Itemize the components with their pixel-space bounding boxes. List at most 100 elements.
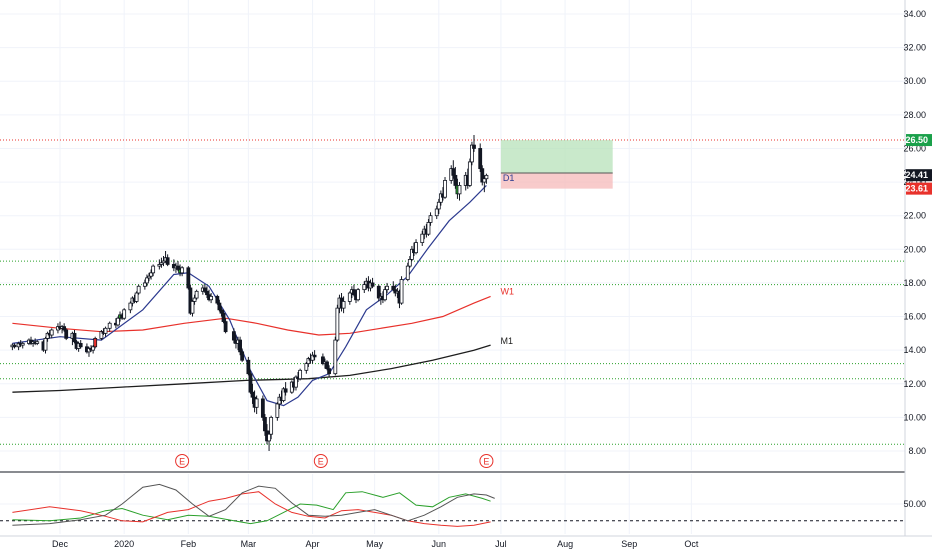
- candle: [238, 336, 242, 356]
- candle-body: [281, 388, 286, 401]
- candle: [472, 135, 476, 152]
- price-tick-label: 30.00: [903, 76, 926, 86]
- candle-body: [165, 257, 170, 265]
- candle-body: [20, 343, 25, 346]
- candle: [49, 328, 54, 339]
- candle-body: [391, 285, 396, 291]
- price-tick-label: 26.00: [903, 143, 926, 153]
- candle-body: [428, 215, 433, 223]
- earnings-marker[interactable]: E: [479, 454, 494, 468]
- candle: [420, 230, 425, 246]
- candle: [327, 365, 332, 378]
- candle: [294, 375, 298, 391]
- candle-body: [436, 201, 441, 210]
- time-axis[interactable]: Dec 2020 Feb Mar Apr May Jun Jul Aug Sep Oct: [52, 539, 699, 549]
- candle: [231, 328, 236, 344]
- candle-body: [438, 193, 443, 203]
- candle-body: [176, 265, 180, 270]
- candle-body: [420, 233, 425, 243]
- candle-body: [467, 161, 472, 186]
- candle: [484, 173, 489, 184]
- candle: [306, 356, 311, 367]
- candle: [93, 336, 98, 349]
- ma-m1-label: M1: [501, 336, 514, 346]
- candle-body: [240, 351, 245, 361]
- candle-body: [327, 368, 332, 375]
- candle-body: [267, 433, 271, 442]
- earnings-circle: [175, 454, 190, 468]
- candle-body: [451, 168, 456, 176]
- candle: [209, 293, 214, 304]
- horizontal-levels: [0, 139, 905, 445]
- candle-body: [161, 260, 166, 264]
- candle-body: [221, 312, 226, 322]
- candle-body: [414, 242, 418, 254]
- candle-body: [407, 258, 412, 267]
- candle-body: [376, 285, 381, 299]
- price-axis[interactable]: 34.00 32.00 30.00 28.00 26.00 24.00 22.00 20.00…: [903, 9, 926, 456]
- candle-body: [157, 264, 162, 267]
- candle-body: [341, 301, 346, 309]
- candle-body: [142, 282, 147, 287]
- candle-body: [215, 295, 220, 304]
- candle-body: [238, 339, 242, 353]
- candle: [248, 370, 253, 394]
- candle-body: [223, 321, 228, 333]
- candle: [399, 276, 404, 305]
- ma-w1-label: W1: [501, 286, 515, 296]
- candle: [263, 414, 267, 436]
- time-tick-label: May: [366, 539, 384, 549]
- earnings-circle: [479, 454, 494, 468]
- candle: [165, 254, 170, 267]
- loss-zone: [500, 173, 613, 189]
- candle: [188, 284, 193, 315]
- price-tick-label: 14.00: [903, 345, 926, 355]
- time-tick-label: Jun: [432, 539, 447, 549]
- candle: [107, 321, 112, 332]
- ma-d1-line: [12, 184, 487, 407]
- candle-body: [246, 359, 251, 375]
- price-tick-label: 18.00: [903, 278, 926, 288]
- candle: [434, 205, 439, 220]
- candle: [428, 212, 433, 226]
- candle-body: [405, 265, 410, 280]
- price-tick-label: 20.00: [903, 244, 926, 254]
- time-tick-label: Jul: [495, 539, 507, 549]
- candle-body: [385, 285, 389, 291]
- price-tag-text: 24.41: [905, 170, 928, 180]
- candle-body: [49, 329, 54, 336]
- candle: [99, 329, 104, 341]
- candle-body: [248, 373, 253, 393]
- price-tick-label: 24.00: [903, 177, 926, 187]
- oscillator-line-2: [12, 483, 495, 526]
- candle: [134, 291, 139, 304]
- candle: [482, 175, 487, 193]
- candle: [409, 245, 414, 262]
- candle: [62, 323, 67, 332]
- candle-body: [484, 174, 489, 180]
- candlestick-series: [10, 135, 489, 451]
- candle: [91, 345, 96, 354]
- candle-body: [12, 344, 17, 348]
- candle-body: [263, 416, 267, 432]
- candle: [219, 306, 224, 317]
- oscillator-line-0: [12, 491, 491, 525]
- candle: [407, 256, 412, 268]
- oscillator-series: [12, 483, 495, 527]
- oscillator-axis[interactable]: 50.00: [903, 499, 926, 509]
- candle-body: [383, 289, 387, 301]
- candle-body: [99, 331, 104, 339]
- earnings-marker[interactable]: E: [313, 454, 328, 468]
- price-tag-box: [906, 169, 932, 182]
- candle-body: [43, 337, 48, 351]
- candle-body: [128, 302, 133, 311]
- earnings-marker[interactable]: E: [175, 454, 190, 468]
- candle-body: [333, 339, 338, 375]
- price-tag-text: 23.61: [905, 184, 928, 194]
- price-tag: 26.50: [905, 134, 932, 147]
- long-position-tool[interactable]: [500, 140, 613, 189]
- candle: [436, 198, 441, 215]
- candle-body: [149, 272, 153, 277]
- candle: [453, 166, 458, 189]
